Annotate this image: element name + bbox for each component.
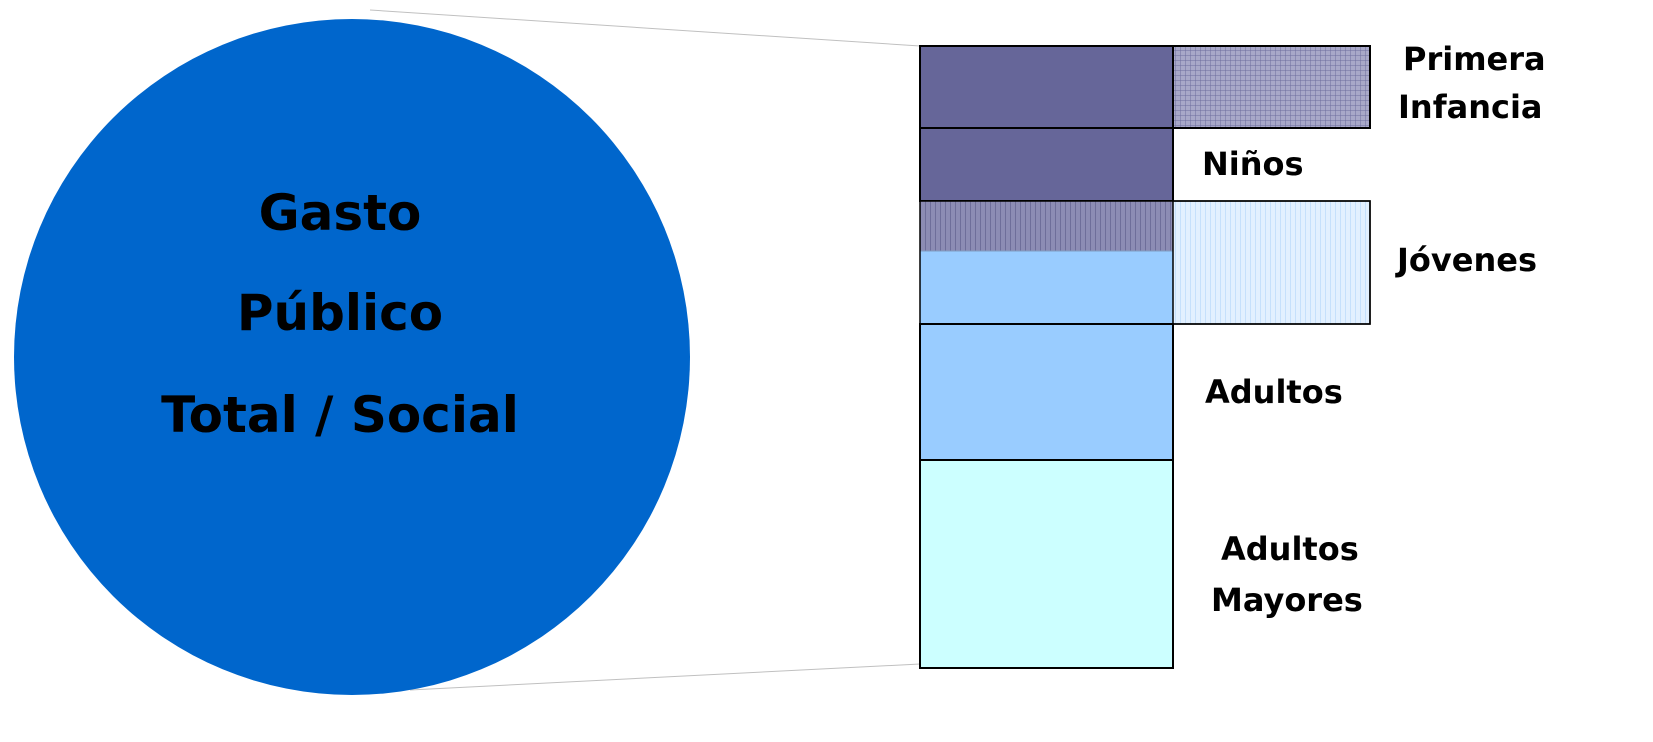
- label-ninos: Niños: [1202, 145, 1304, 183]
- segment-ninos: [919, 127, 1174, 202]
- segment-primera-infancia: [919, 45, 1174, 129]
- connector-line-top: [369, 9, 921, 47]
- label-primera-infancia-line-1: Primera: [1403, 40, 1546, 78]
- segment-jovenes-overlap: [920, 201, 1173, 251]
- label-adultos: Adultos: [1205, 373, 1343, 411]
- label-adultos-mayores-line-2: Mayores: [1211, 581, 1363, 619]
- segment-adultos-mayores: [919, 459, 1174, 669]
- total-spending-circle: [14, 19, 690, 695]
- segment-primera-infancia-extension: [1172, 45, 1371, 129]
- connector-line-bottom: [409, 663, 921, 691]
- segment-adultos: [919, 323, 1174, 461]
- segment-jovenes-extension: [1172, 200, 1371, 325]
- label-adultos-mayores-line-1: Adultos: [1221, 530, 1359, 568]
- label-primera-infancia-line-2: Infancia: [1398, 88, 1543, 126]
- circle-text-line-1: Gasto: [259, 184, 422, 242]
- label-jovenes: Jóvenes: [1395, 241, 1537, 279]
- segment-jovenes: [920, 251, 1173, 324]
- circle-text-line-2: Público: [237, 284, 443, 342]
- circle-text-line-3: Total / Social: [161, 386, 519, 444]
